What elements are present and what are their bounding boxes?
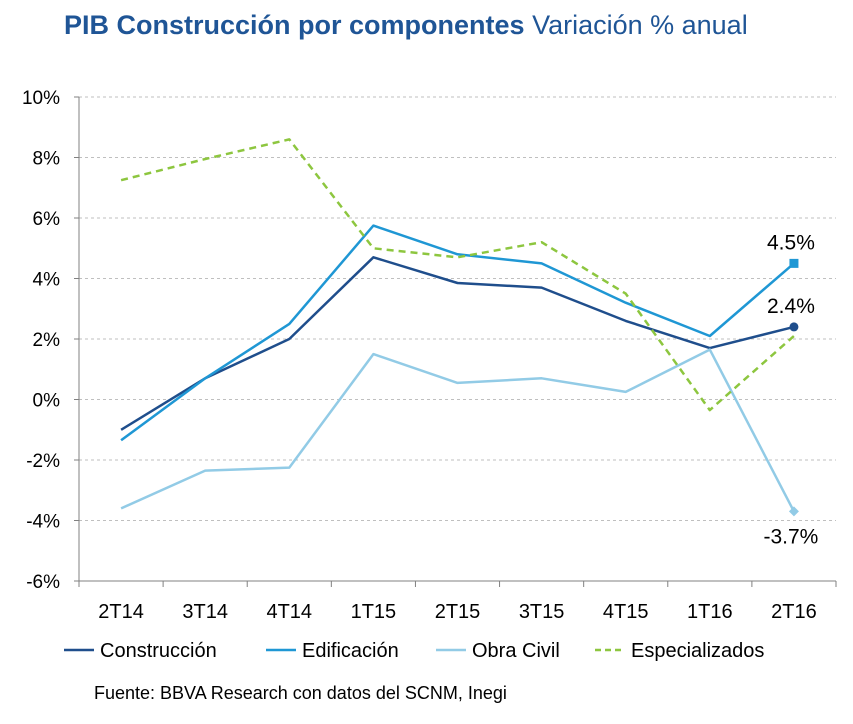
axes: -6% -4% -2% 0% 2% 4% 6% 8% 10% 2T14 3T14 4T14 1T15 2T… xyxy=(22,88,837,623)
grid-lines xyxy=(79,96,836,521)
y-tick-label: -2% xyxy=(26,451,60,472)
x-tick-label: 1T16 xyxy=(687,601,733,623)
end-marker-edificacion xyxy=(789,258,799,268)
series-line-edificacion xyxy=(120,224,795,442)
x-tick-label: 2T14 xyxy=(98,601,144,623)
y-tick-label: 4% xyxy=(33,270,61,291)
series-lines xyxy=(120,138,796,512)
x-tick-label: 4T14 xyxy=(266,601,312,623)
end-markers: 2.4% 4.5% -3.7% xyxy=(764,231,819,548)
y-tick-label: 6% xyxy=(33,209,61,230)
x-tick-label: 3T15 xyxy=(519,601,565,623)
data-label-obra_civil: -3.7% xyxy=(764,525,819,548)
chart-title-subtitle: Variación % anual xyxy=(532,10,748,40)
data-label-edificacion: 4.5% xyxy=(767,231,815,254)
x-tick-label: 4T15 xyxy=(603,601,649,623)
legend-label-edificacion: Edificación xyxy=(302,640,399,662)
y-tick-label: 2% xyxy=(33,330,61,351)
y-tick-label: 8% xyxy=(33,149,61,170)
series-line-construccion xyxy=(120,256,795,431)
legend-label-obra_civil: Obra Civil xyxy=(472,640,560,662)
x-tick-label: 1T15 xyxy=(351,601,397,623)
x-tick-label: 2T15 xyxy=(435,601,481,623)
chart-title-main: PIB Construcción por componentes xyxy=(64,10,525,40)
legend-label-especializados: Especializados xyxy=(631,640,764,662)
y-tick-label: 10% xyxy=(22,88,60,109)
source-note: Fuente: BBVA Research con datos del SCNM… xyxy=(94,683,507,703)
y-tick-label: 0% xyxy=(33,391,61,412)
chart-title: PIB Construcción por componentes Variaci… xyxy=(64,10,748,41)
x-tick-label: 3T14 xyxy=(182,601,228,623)
y-tick-label: -6% xyxy=(26,572,60,593)
series-line-especializados xyxy=(120,138,795,412)
legend: Construcción Edificación Obra Civil Especia… xyxy=(64,640,764,662)
series-line-obra_civil xyxy=(120,348,796,512)
data-label-construccion: 2.4% xyxy=(767,295,815,318)
end-marker-construccion xyxy=(789,322,799,332)
end-marker-obra_civil xyxy=(788,506,799,517)
y-tick-label: -4% xyxy=(26,512,60,533)
legend-label-construccion: Construcción xyxy=(100,640,217,662)
x-tick-label: 2T16 xyxy=(771,601,817,623)
